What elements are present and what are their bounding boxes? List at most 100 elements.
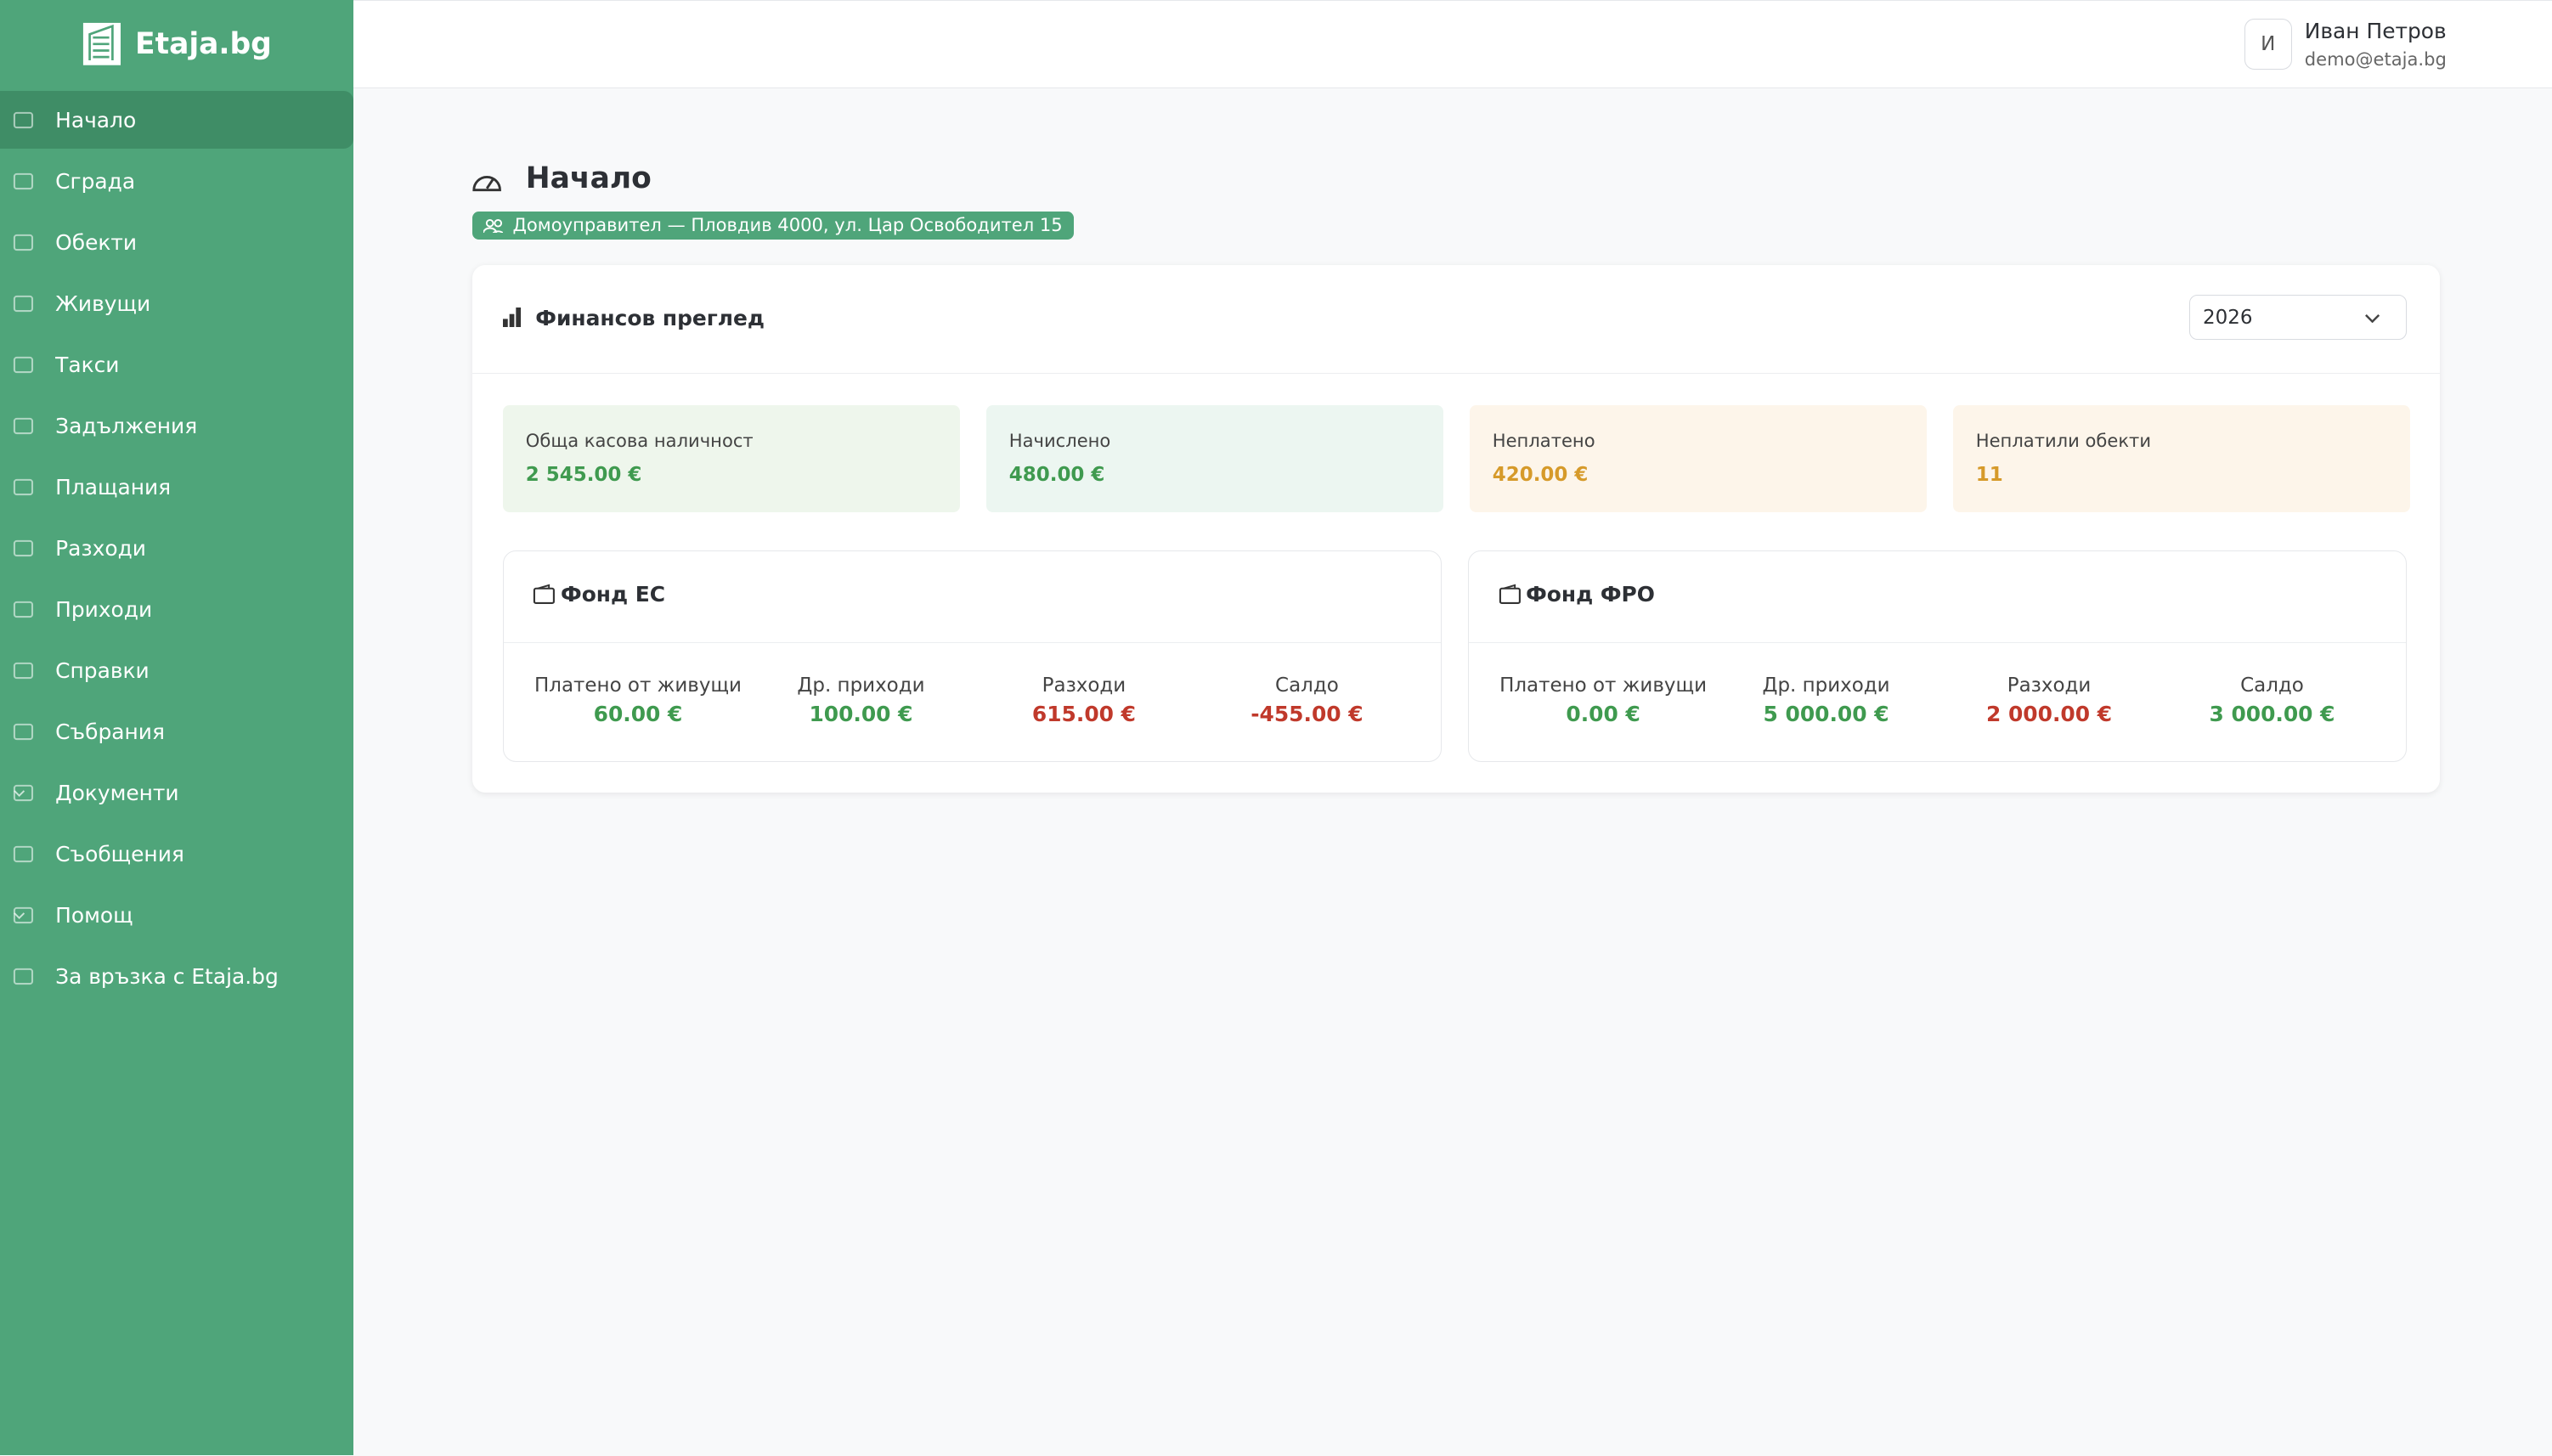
- nav-item[interactable]: Съобщения: [0, 825, 353, 883]
- nav: Начало Сграда Обекти Живущи Такси Задължения П…: [0, 90, 353, 1006]
- fund-icon: [534, 584, 556, 604]
- stat-value: 420.00 €: [1492, 464, 1589, 487]
- nav-icon: [14, 784, 34, 802]
- topbar: И Иван Петров demo@etaja.bg: [353, 0, 2552, 88]
- nav-label: Сграда: [55, 168, 136, 194]
- nav-item[interactable]: Сграда: [0, 152, 353, 211]
- nav-label: Задължения: [55, 413, 198, 438]
- stat-label: Неплатено: [1492, 429, 1595, 451]
- fund-item-label: Разходи: [2007, 674, 2092, 697]
- nav-icon: [14, 968, 34, 985]
- nav-label: Живущи: [55, 291, 151, 316]
- year-value: 2026: [2203, 306, 2253, 329]
- nav-item[interactable]: Разходи: [0, 519, 353, 578]
- fund-item: Платено от живущи 60.00 €: [527, 674, 749, 726]
- stat-box: Начислено 480.00 €: [985, 405, 1444, 513]
- divider: [503, 641, 1442, 643]
- fund-item: Салдо 3 000.00 €: [2160, 674, 2383, 726]
- fund-item-value: 615.00 €: [1031, 701, 1136, 726]
- nav-icon: [14, 417, 34, 434]
- stat-label: Обща касова наличност: [525, 429, 754, 451]
- nav-item[interactable]: Обекти: [0, 213, 353, 272]
- nav-label: Документи: [55, 780, 179, 805]
- nav-label: Такси: [55, 352, 120, 377]
- fund-item: Салдо -455.00 €: [1195, 674, 1418, 726]
- nav-label: Справки: [55, 657, 150, 683]
- nav-label: Разходи: [55, 535, 146, 561]
- fund-item-value: 0.00 €: [1566, 701, 1640, 726]
- nav-icon: [14, 295, 34, 312]
- stat-box: Обща касова наличност 2 545.00 €: [502, 405, 961, 513]
- nav-icon: [14, 539, 34, 556]
- nav-item[interactable]: За връзка с Etaja.bg: [0, 947, 353, 1006]
- stat-box: Неплатено 420.00 €: [1469, 405, 1928, 513]
- nav-icon: [14, 906, 34, 924]
- fund-item: Др. приходи 5 000.00 €: [1714, 674, 1937, 726]
- year-select[interactable]: 2026: [2188, 294, 2408, 341]
- dashboard-icon: [472, 176, 501, 192]
- fund-item-value: 5 000.00 €: [1763, 701, 1889, 726]
- badge-text: Домоуправител — Пловдив 4000, ул. Цар Ос…: [512, 214, 1063, 236]
- nav-icon: [14, 845, 34, 863]
- nav-label: За връзка с Etaja.bg: [55, 963, 279, 989]
- nav-item[interactable]: Справки: [0, 641, 353, 700]
- nav-icon: [14, 601, 34, 618]
- fund-item-label: Салдо: [1275, 674, 1339, 697]
- nav-icon: [14, 234, 34, 251]
- fund-item-label: Платено от живущи: [1499, 674, 1708, 697]
- nav-item[interactable]: Живущи: [0, 274, 353, 333]
- nav-icon: [14, 172, 34, 189]
- fund-title: Фонд ЕС: [561, 581, 666, 607]
- nav-label: Помощ: [55, 902, 133, 928]
- stat-value: 480.00 €: [1008, 464, 1105, 487]
- select-chevron: [2364, 313, 2380, 324]
- role-badge: Домоуправител — Пловдив 4000, ул. Цар Ос…: [471, 212, 1075, 240]
- fund-item-label: Разходи: [1042, 674, 1126, 697]
- nav-icon: [14, 662, 34, 679]
- nav-label: Събрания: [55, 719, 165, 744]
- fund-item-value: 60.00 €: [593, 701, 683, 726]
- fund-item-label: Др. приходи: [1762, 674, 1890, 697]
- fund-item: Разходи 615.00 €: [973, 674, 1195, 726]
- nav-label: Приходи: [55, 596, 153, 622]
- stat-label: Неплатили обекти: [1975, 429, 2152, 451]
- divider: [1469, 641, 2407, 643]
- nav-item[interactable]: Плащания: [0, 458, 353, 516]
- fund-card: Фонд ЕС Платено от живущи 60.00 € Др. прихо…: [502, 550, 1443, 762]
- sidebar: Etaja.bg Начало Сграда Обекти Живущи Такси За…: [0, 0, 353, 1455]
- nav-item[interactable]: Такси: [0, 336, 353, 394]
- nav-label: Обекти: [55, 229, 138, 255]
- brand[interactable]: Etaja.bg: [0, 0, 353, 87]
- nav-item[interactable]: Задължения: [0, 397, 353, 455]
- nav-icon: [14, 356, 34, 373]
- fund-item-label: Др. приходи: [797, 674, 925, 697]
- nav-icon: [14, 478, 34, 495]
- fund-item-label: Салдо: [2240, 674, 2304, 697]
- badge-icon: [483, 218, 503, 233]
- nav-icon: [14, 723, 34, 740]
- nav-label: Съобщения: [55, 841, 184, 866]
- stat-value: 11: [1975, 464, 2003, 487]
- nav-chevron: [14, 789, 25, 797]
- nav-label: Начало: [55, 107, 137, 133]
- fund-item-value: -455.00 €: [1251, 701, 1364, 726]
- user-email: demo@etaja.bg: [2304, 48, 2447, 70]
- nav-item[interactable]: Документи: [0, 764, 353, 822]
- fund-title: Фонд ФРО: [1526, 581, 1655, 607]
- avatar[interactable]: И: [2244, 19, 2292, 70]
- fund-item: Разходи 2 000.00 €: [1938, 674, 2160, 726]
- nav-item[interactable]: Начало: [0, 90, 353, 150]
- stat-label: Начислено: [1008, 429, 1111, 451]
- nav-item[interactable]: Приходи: [0, 580, 353, 639]
- overview-card: Финансов преглед 2026 Обща касова наличн…: [471, 265, 2440, 793]
- nav-item[interactable]: Събрания: [0, 703, 353, 761]
- nav-item[interactable]: Помощ: [0, 886, 353, 945]
- fund-card: Фонд ФРО Платено от живущи 0.00 € Др. прихо…: [1468, 550, 2408, 762]
- card-title: Финансов преглед: [535, 306, 765, 331]
- chart-icon: [502, 308, 522, 328]
- brand-name: Etaja.bg: [135, 26, 272, 61]
- fund-item-label: Платено от живущи: [534, 674, 742, 697]
- nav-label: Плащания: [55, 474, 172, 499]
- page-title: Начало: [525, 161, 652, 195]
